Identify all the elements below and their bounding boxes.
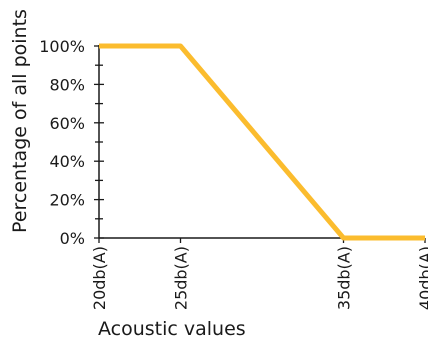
y-axis: 0% 20% 40% 60% 80% 100% <box>39 37 104 248</box>
x-axis: 20db(A) 25db(A) 35db(A) 40db(A) <box>90 237 428 310</box>
series-line <box>99 43 425 241</box>
x-axis-title: Acoustic values <box>98 318 246 340</box>
y-tick-label: 40% <box>49 152 85 171</box>
y-tick-label: 80% <box>49 75 85 94</box>
y-tick-label: 60% <box>49 114 85 133</box>
x-tick-label: 35db(A) <box>335 246 354 310</box>
x-tick-label: 25db(A) <box>172 246 191 310</box>
series-group <box>98 43 426 241</box>
y-tick-label: 0% <box>60 229 85 248</box>
x-tick-label: 20db(A) <box>90 246 109 310</box>
x-tick-label: 40db(A) <box>416 246 428 310</box>
y-tick-label: 100% <box>39 37 85 56</box>
y-tick-label: 20% <box>49 191 85 210</box>
y-axis-title: Percentage of all points <box>9 9 31 233</box>
